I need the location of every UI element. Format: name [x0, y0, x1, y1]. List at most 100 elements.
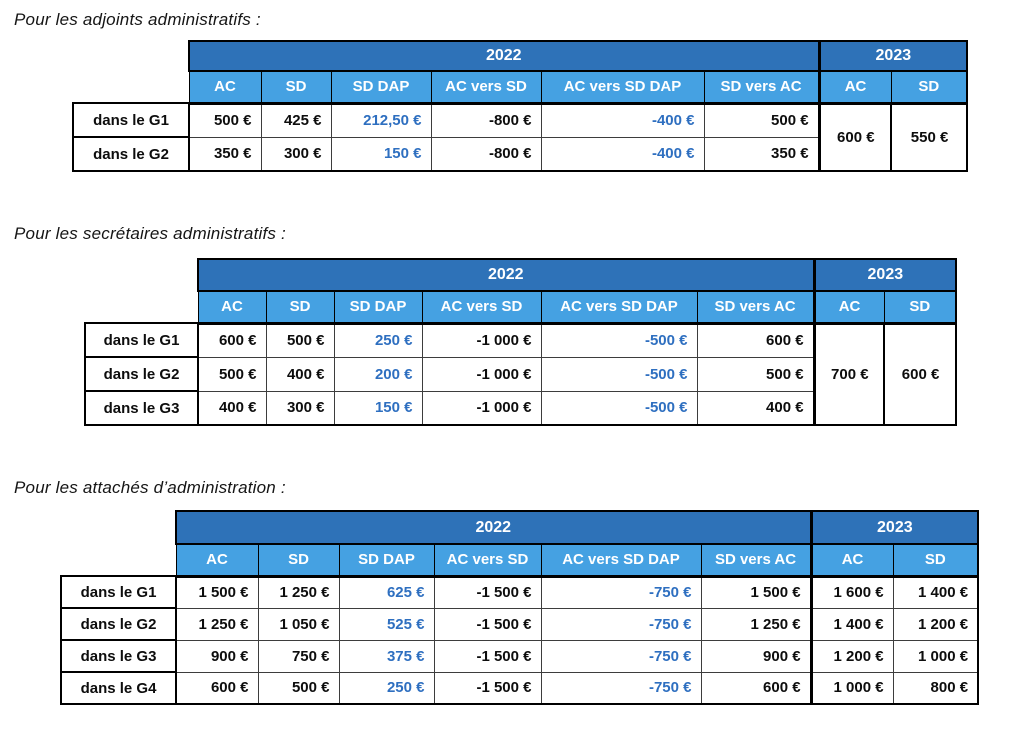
cell-sd-2022: 750 € — [257, 639, 340, 673]
cell-ac-vers-sd-dap: -750 € — [540, 607, 702, 641]
year-2022-header: 2022 — [174, 510, 813, 545]
cell-sd-vers-ac: 500 € — [703, 102, 820, 138]
col-header-sd-vers-ac: SD vers AC — [696, 290, 815, 325]
corner-spacer — [61, 544, 176, 576]
cell-sd-dap: 625 € — [338, 575, 435, 609]
cell-sd-2022: 400 € — [265, 356, 335, 392]
cell-ac-2022: 400 € — [197, 390, 267, 426]
year-2023-header: 2023 — [812, 258, 958, 292]
col-header-ac-2022: AC — [175, 543, 259, 578]
col-header-sd-2023: SD — [883, 290, 958, 325]
row-label: dans le G3 — [84, 390, 199, 426]
col-header-sd-2023: SD — [892, 543, 980, 578]
cell-sd-dap: 525 € — [338, 607, 435, 641]
cell-sd-2023: 1 200 € — [892, 607, 980, 641]
cell-ac-vers-sd: -1 500 € — [433, 639, 542, 673]
col-header-sd-dap: SD DAP — [330, 70, 432, 105]
cell-sd-2023: 800 € — [892, 671, 980, 705]
row-label: dans le G2 — [72, 136, 190, 172]
cell-sd-2022: 1 050 € — [257, 607, 340, 641]
cell-ac-vers-sd: -800 € — [430, 102, 542, 138]
cell-ac-vers-sd: -1 500 € — [433, 575, 542, 609]
table-row: dans le G3 400 € 300 € 150 € -1 000 € -5… — [84, 390, 956, 426]
cell-sd-dap: 150 € — [330, 136, 432, 172]
cell-sd-2023: 1 400 € — [892, 575, 980, 609]
year-2023-header: 2023 — [809, 510, 980, 545]
col-header-sd-vers-ac: SD vers AC — [700, 543, 812, 578]
cell-sd-dap: 250 € — [333, 322, 423, 358]
cell-sd-vers-ac: 400 € — [696, 390, 815, 426]
cell-ac-2023: 1 400 € — [809, 607, 894, 641]
cell-ac-2022: 1 500 € — [175, 575, 259, 609]
cell-sd-vers-ac: 350 € — [703, 136, 820, 172]
cell-ac-vers-sd-dap: -500 € — [540, 356, 698, 392]
row-label: dans le G1 — [60, 575, 177, 609]
cell-ac-vers-sd-dap: -400 € — [540, 136, 705, 172]
table-row: dans le G3 900 € 750 € 375 € -1 500 € -7… — [60, 639, 980, 673]
cell-ac-2023-merged: 600 € — [817, 102, 893, 172]
cell-sd-2022: 300 € — [260, 136, 332, 172]
col-header-ac-2023: AC — [817, 70, 892, 105]
col-header-sd-dap: SD DAP — [338, 543, 435, 578]
cell-sd-2023: 1 000 € — [892, 639, 980, 673]
table-row: dans le G1 600 € 500 € 250 € -1 000 € -5… — [84, 322, 958, 426]
corner-spacer — [73, 41, 189, 71]
cell-ac-2023: 1 200 € — [809, 639, 894, 673]
col-header-ac-2023: AC — [809, 543, 894, 578]
cell-ac-vers-sd: -1 000 € — [421, 390, 542, 426]
col-header-sd-2022: SD — [260, 70, 332, 105]
cell-ac-vers-sd-dap: -500 € — [540, 322, 698, 358]
year-2022-header: 2022 — [187, 40, 821, 72]
row-label: dans le G1 — [84, 322, 199, 358]
cell-sd-2022: 300 € — [265, 390, 335, 426]
corner-spacer — [61, 511, 176, 544]
table-adjoints: 2022 2023 AC SD SD DAP AC vers SD AC ver… — [72, 40, 969, 172]
cell-ac-2023: 1 000 € — [809, 671, 894, 705]
cell-sd-dap: 212,50 € — [330, 102, 432, 138]
cell-ac-vers-sd: -1 000 € — [421, 356, 542, 392]
cell-ac-vers-sd: -1 500 € — [433, 607, 542, 641]
cell-ac-2022: 900 € — [175, 639, 259, 673]
col-header-sd-2022: SD — [265, 290, 335, 325]
table-attaches: 2022 2023 AC SD SD DAP AC vers SD AC ver… — [60, 510, 980, 705]
col-header-sd-2023: SD — [890, 70, 969, 105]
cell-ac-2022: 1 250 € — [175, 607, 259, 641]
cell-sd-vers-ac: 500 € — [696, 356, 815, 392]
col-header-ac-vers-sd: AC vers SD — [433, 543, 542, 578]
cell-sd-2023-merged: 600 € — [883, 322, 958, 426]
cell-ac-2022: 500 € — [197, 356, 267, 392]
table-row: dans le G4 600 € 500 € 250 € -1 500 € -7… — [60, 671, 980, 705]
cell-ac-2023-merged: 700 € — [812, 322, 886, 426]
cell-sd-2022: 1 250 € — [257, 575, 340, 609]
cell-ac-vers-sd-dap: -750 € — [540, 575, 702, 609]
cell-ac-vers-sd-dap: -400 € — [540, 102, 705, 138]
row-label: dans le G2 — [60, 607, 177, 641]
cell-sd-vers-ac: 600 € — [700, 671, 812, 705]
cell-sd-dap: 375 € — [338, 639, 435, 673]
cell-sd-dap: 200 € — [333, 356, 423, 392]
col-header-sd-2022: SD — [257, 543, 340, 578]
cell-ac-2022: 350 € — [188, 136, 262, 172]
row-label: dans le G4 — [60, 671, 177, 705]
year-2023-header: 2023 — [817, 40, 969, 72]
cell-ac-vers-sd: -800 € — [430, 136, 542, 172]
col-header-ac-vers-sd: AC vers SD — [430, 70, 542, 105]
col-header-ac-vers-sd: AC vers SD — [421, 290, 542, 325]
cell-ac-vers-sd-dap: -750 € — [540, 639, 702, 673]
col-header-ac-2022: AC — [197, 290, 267, 325]
section-title-attaches: Pour les attachés d’administration : — [14, 478, 286, 497]
table-row: dans le G1 500 € 425 € 212,50 € -800 € -… — [72, 102, 969, 172]
table-secretaires: 2022 2023 AC SD SD DAP AC vers SD AC ver… — [84, 258, 958, 426]
cell-ac-vers-sd: -1 500 € — [433, 671, 542, 705]
cell-sd-vers-ac: 1 500 € — [700, 575, 812, 609]
cell-sd-2023-merged: 550 € — [890, 102, 969, 172]
corner-spacer — [73, 71, 189, 103]
table-row: dans le G2 350 € 300 € 150 € -800 € -400… — [72, 136, 967, 172]
section-title-secretaires: Pour les secrétaires administratifs : — [14, 224, 286, 243]
corner-spacer — [85, 291, 198, 323]
cell-sd-2022: 425 € — [260, 102, 332, 138]
row-label: dans le G3 — [60, 639, 177, 673]
cell-sd-vers-ac: 600 € — [696, 322, 815, 358]
cell-sd-dap: 250 € — [338, 671, 435, 705]
